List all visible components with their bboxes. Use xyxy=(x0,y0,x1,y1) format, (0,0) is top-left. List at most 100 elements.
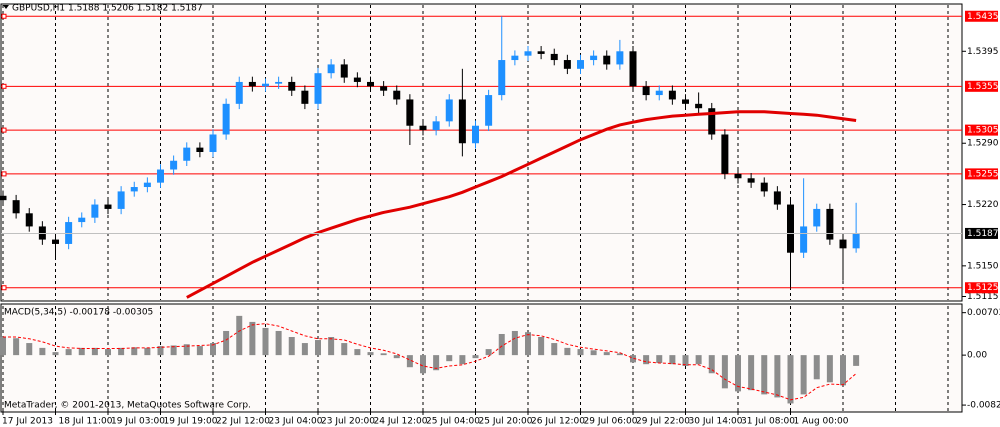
x-tick-label: 23 Jul 20:00 xyxy=(321,417,375,427)
last-price-box xyxy=(965,227,998,239)
candle-body xyxy=(458,99,466,144)
level-box xyxy=(965,168,998,180)
candle-body xyxy=(550,53,558,61)
histogram-bar xyxy=(170,345,177,356)
candle-body xyxy=(406,99,414,126)
level-label: 1.5255 xyxy=(967,169,999,179)
histogram-bar xyxy=(131,347,138,356)
histogram-bar xyxy=(91,347,98,356)
level-box xyxy=(965,10,998,22)
candle-body xyxy=(708,108,716,135)
y-tick-label: 0.00703 xyxy=(967,308,1000,318)
candle-body xyxy=(813,208,821,227)
candle-body xyxy=(655,90,663,96)
candle-body xyxy=(0,195,7,201)
x-tick-label: 26 Jul 12:00 xyxy=(531,417,585,427)
copyright: MetaTrader, © 2001-2013, MetaQuotes Soft… xyxy=(4,401,251,411)
histogram-bar xyxy=(301,343,308,356)
candle-body xyxy=(682,99,689,104)
histogram-bar xyxy=(761,355,768,395)
y-tick-label: 1.5150 xyxy=(967,261,999,271)
y-tick-label: -0.00827 xyxy=(967,401,1000,411)
histogram-bar xyxy=(708,355,715,374)
candle-body xyxy=(380,86,388,91)
histogram-bar xyxy=(0,337,6,356)
histogram-bar xyxy=(288,337,295,356)
histogram-bar xyxy=(840,355,846,386)
histogram-bar xyxy=(210,343,216,356)
candle-body xyxy=(590,55,598,61)
x-tick-label: 25 Jul 20:00 xyxy=(479,417,533,427)
indicator-title: MACD(5,34,5) -0.00178 -0.00305 xyxy=(4,308,153,318)
candle-body xyxy=(747,178,755,183)
candle-body xyxy=(800,226,808,253)
histogram-bar xyxy=(341,343,348,356)
candle-body xyxy=(537,51,545,54)
level-marker xyxy=(1,171,7,177)
histogram-bar xyxy=(800,355,807,395)
y-tick-label: 1.5290 xyxy=(967,139,999,149)
histogram-bar xyxy=(853,355,860,366)
histogram-bar xyxy=(196,346,203,356)
candle-body xyxy=(275,81,283,84)
histogram-bar xyxy=(616,353,623,356)
candle-body xyxy=(367,81,374,87)
histogram-bar xyxy=(13,338,20,356)
candle-body xyxy=(91,204,99,218)
histogram-bar xyxy=(275,330,282,356)
x-tick-label: 23 Jul 04:00 xyxy=(269,417,323,427)
candle-body xyxy=(760,182,768,192)
histogram-bar xyxy=(590,350,597,356)
candle-body xyxy=(432,121,440,131)
level-marker xyxy=(1,83,7,89)
histogram-bar xyxy=(643,355,650,365)
histogram-bar xyxy=(656,355,663,363)
chart-title: GBPUSD,H1 1.5188 1.5206 1.5182 1.5187 xyxy=(12,4,203,14)
candle-body xyxy=(262,83,269,87)
candle-body xyxy=(222,103,230,135)
histogram-bar xyxy=(367,352,374,356)
histogram-bar xyxy=(472,355,479,359)
candle-body xyxy=(826,208,834,240)
candle-body xyxy=(852,233,860,249)
candle-body xyxy=(485,95,493,126)
x-tick-label: 17 Jul 2013 xyxy=(2,417,53,427)
candle-body xyxy=(157,169,164,183)
menu-arrow[interactable] xyxy=(3,5,9,9)
level-label: 1.5435 xyxy=(967,12,999,22)
histogram-bar xyxy=(328,337,335,356)
histogram-bar xyxy=(236,315,243,356)
histogram-bar xyxy=(826,355,833,383)
signal-line xyxy=(3,323,857,401)
candle-body xyxy=(773,191,781,205)
candle-body xyxy=(603,55,611,65)
candle-body xyxy=(117,191,125,209)
histogram-bar xyxy=(118,347,125,356)
x-tick-label: 25 Jul 04:00 xyxy=(426,417,480,427)
x-tick-label: 19 Jul 03:00 xyxy=(111,417,165,427)
candle-body xyxy=(12,200,20,214)
y-tick-label: 1.5115 xyxy=(967,292,999,302)
candle-body xyxy=(301,90,309,104)
candle-body xyxy=(314,73,322,104)
level-box xyxy=(965,124,998,136)
candle-body xyxy=(563,60,571,69)
candle-body xyxy=(340,64,348,78)
candle-body xyxy=(734,173,742,179)
histogram-bar xyxy=(813,355,820,380)
histogram-bar xyxy=(78,347,85,356)
histogram-bar xyxy=(262,327,269,356)
histogram-bar xyxy=(564,347,571,356)
candle-body xyxy=(419,125,427,131)
histogram-bar xyxy=(459,355,466,365)
candle-body xyxy=(235,81,243,104)
candle-body xyxy=(629,51,637,87)
histogram-bar xyxy=(183,344,190,356)
candle-body xyxy=(104,204,112,209)
plot xyxy=(0,13,962,404)
level-label: 1.5355 xyxy=(967,82,999,92)
level-label: 1.5305 xyxy=(967,126,999,136)
x-tick-label: 31 Jul 08:00 xyxy=(741,417,795,427)
candle-body xyxy=(327,64,335,74)
histogram-bar xyxy=(406,355,413,368)
